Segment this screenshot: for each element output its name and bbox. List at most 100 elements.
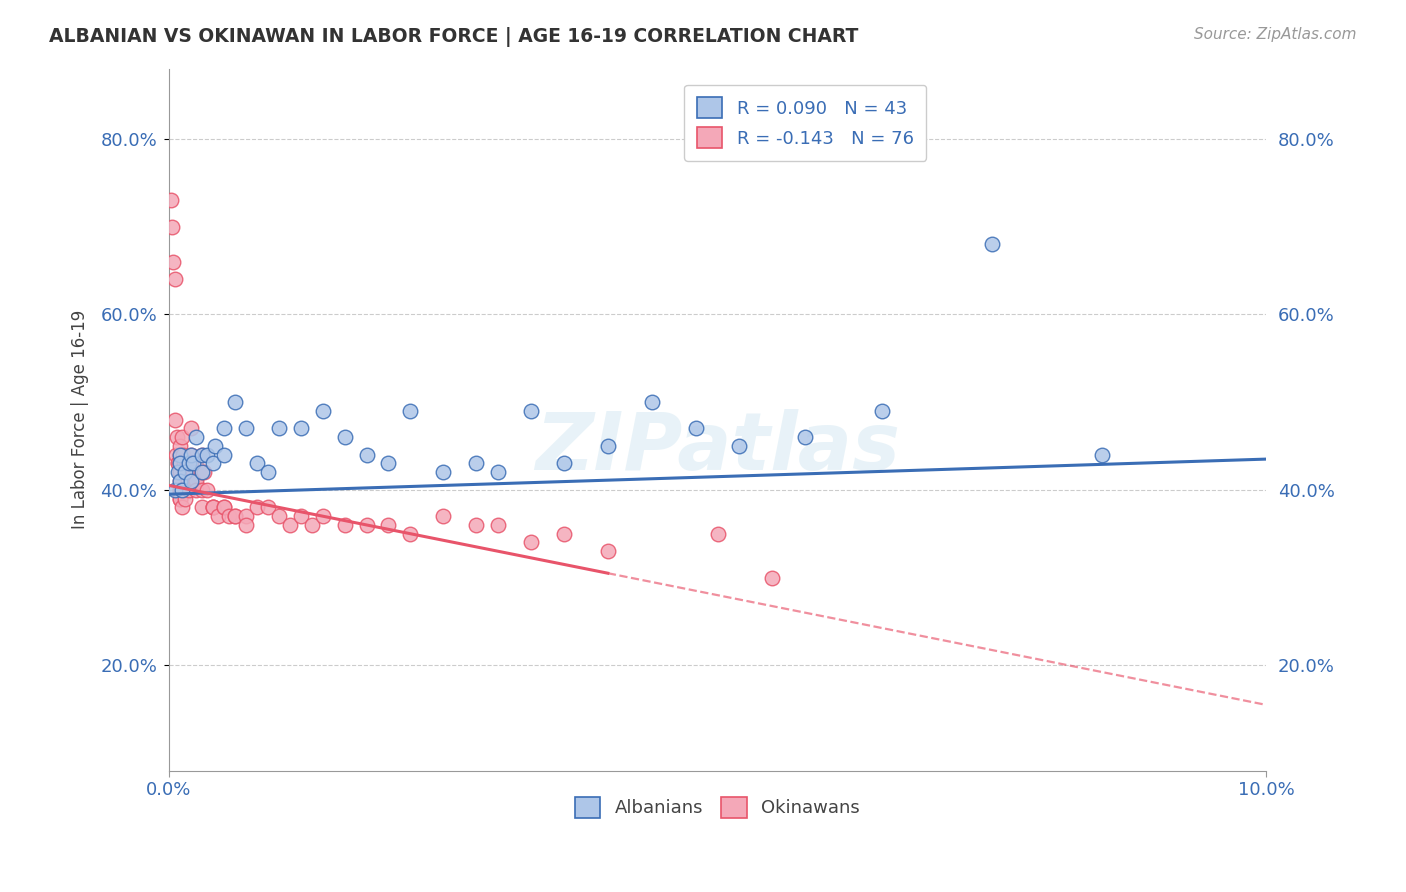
Point <box>180 457 202 471</box>
Point <box>235 509 257 524</box>
Point <box>180 448 202 462</box>
Point <box>465 457 488 471</box>
Point <box>596 439 619 453</box>
Point <box>174 465 197 479</box>
Point <box>172 483 194 497</box>
Point <box>191 465 214 479</box>
Point <box>162 219 184 234</box>
Point <box>186 430 208 444</box>
Point <box>174 491 197 506</box>
Point <box>180 448 202 462</box>
Point <box>169 491 191 506</box>
Point <box>174 483 197 497</box>
Point <box>163 272 186 286</box>
Point <box>290 509 312 524</box>
Point <box>169 457 191 471</box>
Point <box>177 457 200 471</box>
Point <box>486 465 509 479</box>
Point <box>173 457 195 471</box>
Point <box>794 430 817 444</box>
Point <box>180 421 202 435</box>
Point <box>267 421 290 435</box>
Point <box>169 483 191 497</box>
Text: Source: ZipAtlas.com: Source: ZipAtlas.com <box>1194 27 1357 42</box>
Point <box>176 474 198 488</box>
Point <box>193 465 215 479</box>
Point <box>172 430 194 444</box>
Point <box>169 448 191 462</box>
Point <box>191 448 214 462</box>
Point <box>186 474 208 488</box>
Point <box>356 448 378 462</box>
Point <box>553 457 575 471</box>
Point <box>191 448 214 462</box>
Point <box>184 474 207 488</box>
Point <box>465 517 488 532</box>
Point <box>165 448 187 462</box>
Point <box>177 483 200 497</box>
Point <box>212 448 235 462</box>
Text: ZIPatlas: ZIPatlas <box>536 409 900 487</box>
Point <box>761 571 783 585</box>
Point <box>169 439 191 453</box>
Point <box>169 491 191 506</box>
Point <box>520 404 543 418</box>
Point <box>290 421 312 435</box>
Point <box>256 500 278 515</box>
Point <box>162 254 184 268</box>
Point <box>191 500 214 515</box>
Point <box>870 404 893 418</box>
Point <box>224 509 246 524</box>
Point <box>169 483 191 497</box>
Point <box>191 483 214 497</box>
Point <box>169 465 191 479</box>
Point <box>172 448 194 462</box>
Point <box>706 526 728 541</box>
Point <box>235 517 257 532</box>
Point <box>333 517 356 532</box>
Point <box>180 474 202 488</box>
Point <box>356 517 378 532</box>
Point <box>432 465 454 479</box>
Point <box>166 457 188 471</box>
Point <box>160 193 183 207</box>
Point <box>246 500 269 515</box>
Point <box>212 500 235 515</box>
Point <box>377 457 399 471</box>
Point <box>163 483 186 497</box>
Point <box>163 412 186 426</box>
Point <box>169 474 191 488</box>
Point <box>377 517 399 532</box>
Point <box>169 457 191 471</box>
Point <box>197 483 219 497</box>
Point <box>278 517 301 532</box>
Point <box>186 483 208 497</box>
Point <box>486 517 509 532</box>
Point <box>197 448 219 462</box>
Point <box>181 465 204 479</box>
Point <box>176 457 198 471</box>
Point <box>212 500 235 515</box>
Point <box>166 457 188 471</box>
Point <box>301 517 323 532</box>
Point <box>201 500 224 515</box>
Point <box>553 526 575 541</box>
Point <box>224 395 246 409</box>
Point <box>181 457 204 471</box>
Point <box>311 509 333 524</box>
Point <box>180 465 202 479</box>
Point <box>235 421 257 435</box>
Point <box>685 421 707 435</box>
Point <box>169 457 191 471</box>
Point <box>596 544 619 558</box>
Point <box>172 500 194 515</box>
Y-axis label: In Labor Force | Age 16-19: In Labor Force | Age 16-19 <box>72 310 89 529</box>
Legend: Albanians, Okinawans: Albanians, Okinawans <box>568 789 868 825</box>
Point <box>201 500 224 515</box>
Point <box>246 457 269 471</box>
Point <box>169 465 191 479</box>
Point <box>218 509 240 524</box>
Point <box>201 457 224 471</box>
Point <box>311 404 333 418</box>
Point <box>267 509 290 524</box>
